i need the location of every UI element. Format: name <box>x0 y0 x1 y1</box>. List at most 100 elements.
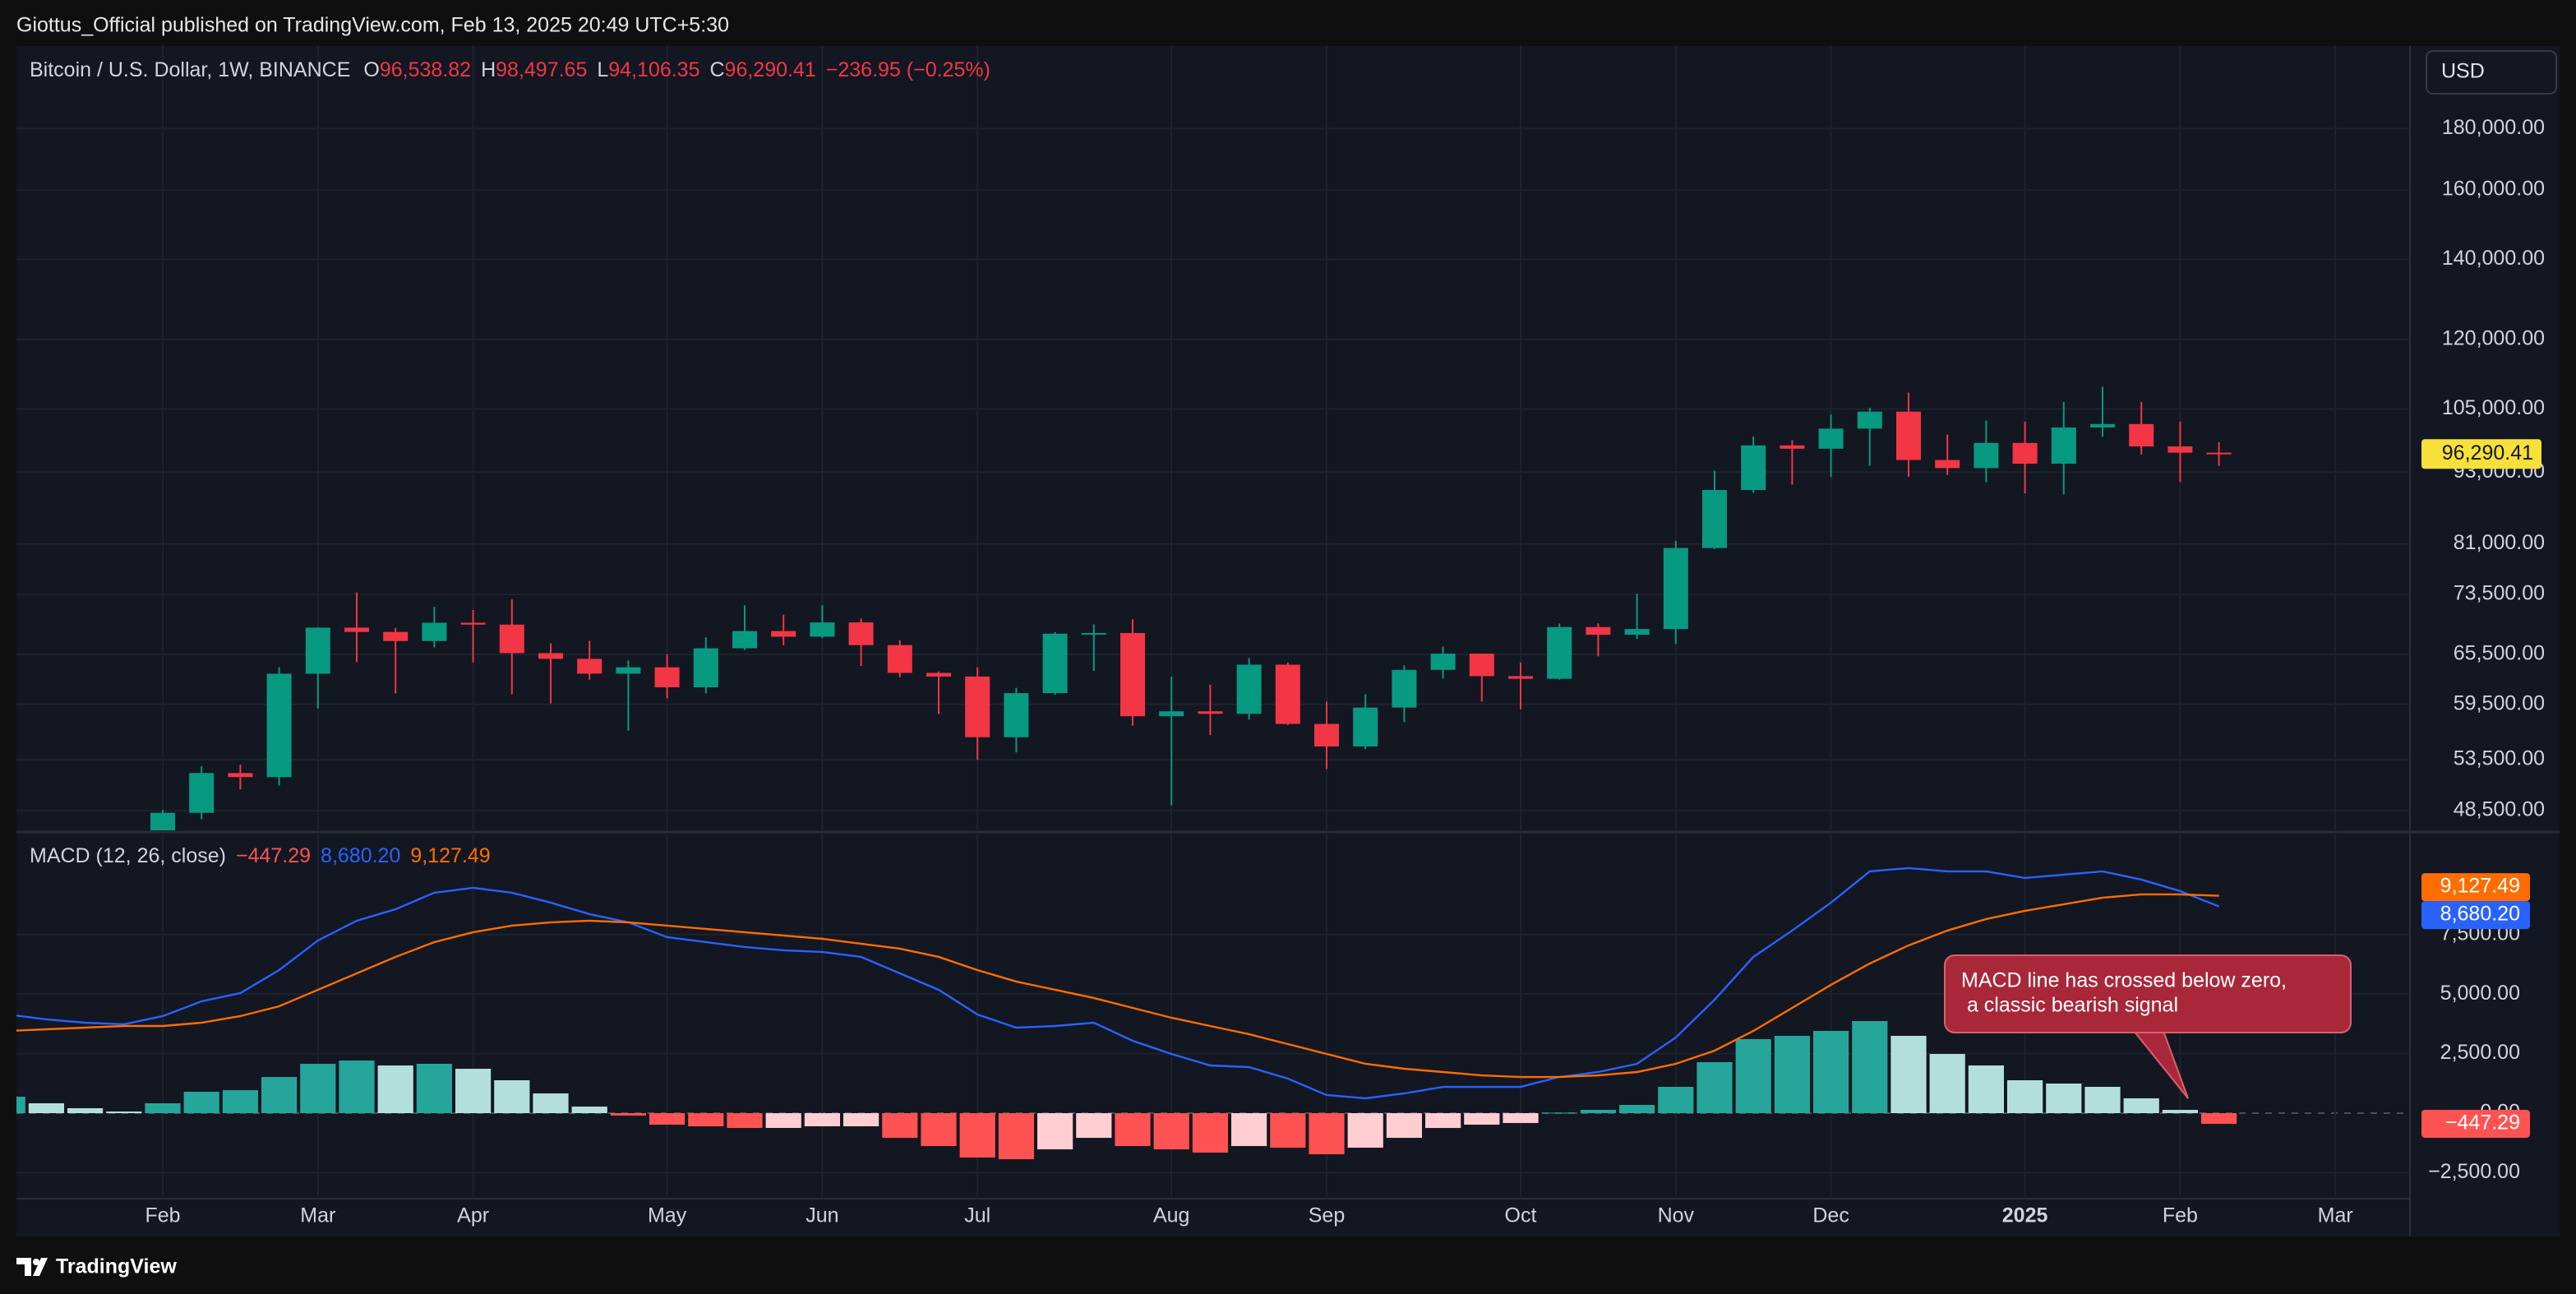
candle-body <box>1663 548 1688 630</box>
candle-body <box>732 631 757 649</box>
macd-value-badge <box>2421 873 2530 902</box>
ohlc-value: 94,106.35 <box>608 58 699 81</box>
candle-body <box>1896 411 1921 460</box>
candle-body <box>150 812 175 830</box>
candle-body <box>810 622 835 637</box>
histogram-bar <box>882 1113 918 1139</box>
change: −236.95 (−0.25%) <box>826 58 990 81</box>
histogram-bar <box>416 1063 452 1114</box>
symbol-title: Bitcoin / U.S. Dollar, 1W, BINANCE <box>30 58 350 81</box>
candle-body <box>1857 411 1882 429</box>
candle-body <box>926 672 951 677</box>
candle-body <box>654 667 680 688</box>
price-grid <box>16 46 2410 830</box>
histogram-bar <box>28 1103 64 1114</box>
x-tick-label: Mar <box>2318 1204 2353 1227</box>
histogram-bar <box>1309 1113 1345 1155</box>
candle-body <box>1120 632 1145 717</box>
macd-value-label: −447.29 <box>2445 1111 2520 1135</box>
histogram-bar <box>610 1113 646 1116</box>
y-tick-label: 5,000.00 <box>2440 982 2520 1005</box>
x-tick-label: Oct <box>1505 1204 1537 1227</box>
histogram-bar <box>1929 1054 1965 1114</box>
histogram-bar <box>727 1113 763 1129</box>
candle-body <box>848 622 874 645</box>
histogram-bar <box>1619 1105 1655 1114</box>
histogram-bar <box>649 1113 686 1125</box>
annotation-text: MACD line has crossed below zero, <box>1961 969 2287 992</box>
histogram-bar <box>959 1113 995 1158</box>
overlay: Bitcoin / U.S. Dollar, 1W, BINANCE O96,53… <box>30 58 2352 1099</box>
last-price-label: 96,290.41 <box>2442 441 2533 464</box>
candle-body <box>344 627 369 632</box>
histogram-bar <box>1774 1035 1810 1114</box>
candle-body <box>1780 445 1805 449</box>
candle-body <box>1508 676 1533 679</box>
y-tick-label: 81,000.00 <box>2454 531 2545 554</box>
candle-body <box>383 631 409 641</box>
candle-body <box>2051 427 2076 464</box>
x-tick-label: 2025 <box>2002 1204 2048 1227</box>
histogram-bar <box>804 1113 840 1127</box>
histogram-bar <box>377 1065 413 1114</box>
x-tick-label: Aug <box>1153 1204 1189 1227</box>
chart-background <box>16 46 2560 1236</box>
candle-body <box>305 627 330 674</box>
candle-body <box>1741 445 1766 491</box>
ohlc-key: L <box>597 58 608 81</box>
logo-mark <box>16 1258 31 1276</box>
histogram-bar <box>67 1108 104 1114</box>
ohlc-key: O <box>363 58 379 81</box>
macd-legend: MACD (12, 26, close) −447.29 8,680.20 9,127… <box>30 844 491 867</box>
candle-body <box>189 773 215 813</box>
y-tick-label: 105,000.00 <box>2442 396 2545 419</box>
candle-body <box>2090 423 2115 427</box>
histogram-bar <box>2007 1079 2043 1114</box>
histogram-bar <box>16 1097 25 1114</box>
annotation: MACD line has crossed below zero, a clas… <box>1944 954 2352 1099</box>
candle-body <box>1159 711 1184 717</box>
x-tick-label: Jun <box>806 1204 838 1227</box>
histogram-bar <box>339 1061 375 1114</box>
y-tick-label: 160,000.00 <box>2442 178 2545 201</box>
price-pane <box>150 386 2232 830</box>
candle-body <box>228 773 253 778</box>
macd-line <box>16 867 2220 1100</box>
histogram-bar <box>998 1113 1034 1160</box>
candle-body <box>2012 442 2038 464</box>
macd-title: MACD (12, 26, close) <box>30 844 226 867</box>
histogram-bar <box>1153 1113 1189 1150</box>
candle-body <box>2129 423 2154 447</box>
candle-body <box>693 648 718 688</box>
candle-body <box>887 645 912 673</box>
macd-line <box>16 893 2219 1079</box>
candle-body <box>266 673 292 778</box>
candle-body <box>1624 629 1650 635</box>
currency-button[interactable]: USD <box>2426 50 2557 95</box>
brand-name: TradingView <box>56 1255 177 1278</box>
y-tick-label: 120,000.00 <box>2442 327 2545 350</box>
y-tick-label: 48,500.00 <box>2454 798 2545 821</box>
histogram-bar <box>765 1113 801 1129</box>
candle-body <box>1392 669 1417 708</box>
histogram-bar <box>2123 1098 2159 1114</box>
y-tick-label: 140,000.00 <box>2442 247 2545 270</box>
histogram-bar <box>1890 1035 1927 1114</box>
histogram-bar <box>183 1092 219 1114</box>
histogram-bar <box>455 1069 492 1114</box>
currency-button-frame[interactable] <box>2426 50 2557 95</box>
candle-body <box>1275 664 1300 724</box>
histogram-bar <box>1503 1113 1539 1124</box>
x-tick-label: Apr <box>457 1204 489 1227</box>
histogram-bar <box>843 1113 879 1127</box>
histogram-bar <box>1697 1062 1733 1114</box>
histogram-bar <box>2162 1110 2198 1114</box>
histogram-bar <box>688 1113 724 1127</box>
logo-mark-dot <box>33 1259 39 1265</box>
candle-body <box>2167 446 2193 453</box>
y-tick-label: 73,500.00 <box>2454 582 2545 605</box>
y-tick-label: −2,500.00 <box>2428 1160 2520 1183</box>
y-tick-label: 53,500.00 <box>2454 747 2545 770</box>
currency-label[interactable]: USD <box>2441 60 2485 83</box>
